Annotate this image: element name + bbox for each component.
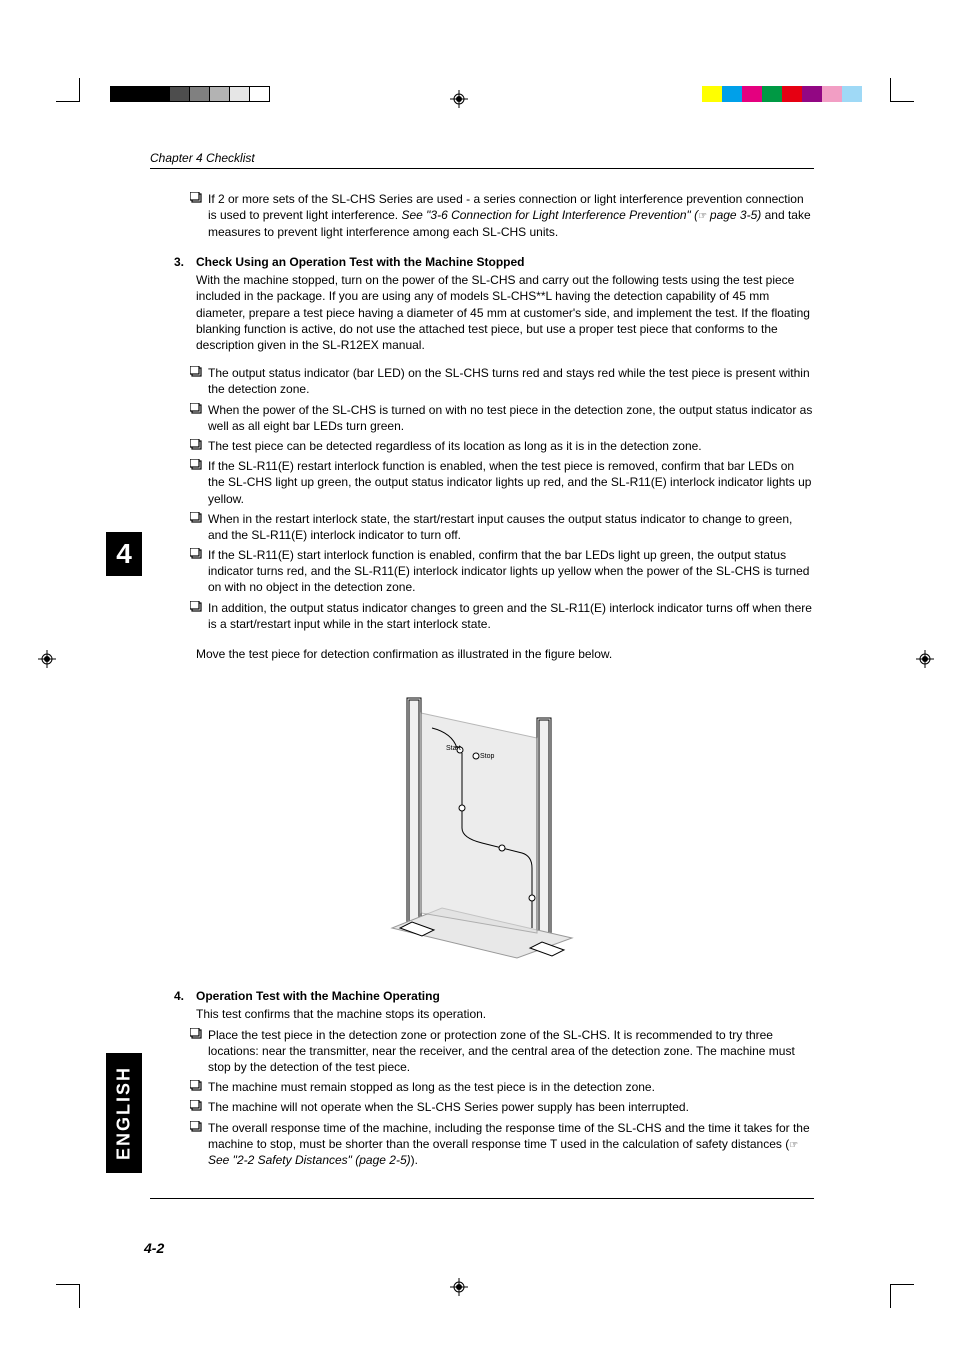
start-label: Start (446, 745, 461, 752)
checklist-text: The overall response time of the machine… (208, 1120, 814, 1169)
checklist-item: The machine must remain stopped as long … (190, 1079, 814, 1095)
footer-rule (150, 1198, 814, 1199)
checklist-item: When the power of the SL-CHS is turned o… (190, 402, 814, 434)
checklist-text: If 2 or more sets of the SL-CHS Series a… (208, 191, 814, 240)
numbered-heading: 3. Check Using an Operation Test with th… (174, 254, 814, 270)
checkbox-icon (190, 1099, 208, 1115)
checkbox-icon (190, 458, 208, 507)
checklist-text: Place the test piece in the detection zo… (208, 1027, 814, 1076)
checklist-item: In addition, the output status indicator… (190, 600, 814, 632)
page-number: 4-2 (144, 1239, 814, 1258)
checkbox-icon (190, 191, 208, 240)
checkbox-icon (190, 402, 208, 434)
checklist-text: When the power of the SL-CHS is turned o… (208, 402, 814, 434)
checkbox-icon (190, 365, 208, 397)
checklist-item: The machine will not operate when the SL… (190, 1099, 814, 1115)
chapter-header: Chapter 4 Checklist (150, 150, 814, 169)
checklist-text: If the SL-R11(E) restart interlock funct… (208, 458, 814, 507)
checkbox-icon (190, 1120, 208, 1169)
checklist-text: In addition, the output status indicator… (208, 600, 814, 632)
checklist-text: The output status indicator (bar LED) on… (208, 365, 814, 397)
checklist-text: The machine will not operate when the SL… (208, 1099, 814, 1115)
checklist-item: The output status indicator (bar LED) on… (190, 365, 814, 397)
checklist-item: The overall response time of the machine… (190, 1120, 814, 1169)
checklist-text: If the SL-R11(E) start interlock functio… (208, 547, 814, 596)
checklist-item: When in the restart interlock state, the… (190, 511, 814, 543)
checkbox-icon (190, 438, 208, 454)
checklist-item: If 2 or more sets of the SL-CHS Series a… (190, 191, 814, 240)
checkbox-icon (190, 511, 208, 543)
section-number: 4. (174, 988, 196, 1004)
checklist-text: When in the restart interlock state, the… (208, 511, 814, 543)
figure-diagram: Start Stop (362, 678, 602, 968)
checklist-item: Place the test piece in the detection zo… (190, 1027, 814, 1076)
stop-label: Stop (480, 753, 495, 760)
section-body: With the machine stopped, turn on the po… (196, 272, 814, 353)
checklist-item: If the SL-R11(E) start interlock functio… (190, 547, 814, 596)
checklist-item: If the SL-R11(E) restart interlock funct… (190, 458, 814, 507)
checkbox-icon (190, 547, 208, 596)
checkbox-icon (190, 600, 208, 632)
checkbox-icon (190, 1079, 208, 1095)
numbered-heading: 4. Operation Test with the Machine Opera… (174, 988, 814, 1004)
checklist-text: The machine must remain stopped as long … (208, 1079, 814, 1095)
section-intro: This test confirms that the machine stop… (196, 1006, 814, 1022)
section-number: 3. (174, 254, 196, 270)
checklist-text: The test piece can be detected regardles… (208, 438, 814, 454)
checklist-item: The test piece can be detected regardles… (190, 438, 814, 454)
section-title: Check Using an Operation Test with the M… (196, 254, 524, 270)
instruction-text: Move the test piece for detection confir… (196, 646, 814, 662)
section-title: Operation Test with the Machine Operatin… (196, 988, 440, 1004)
checkbox-icon (190, 1027, 208, 1076)
